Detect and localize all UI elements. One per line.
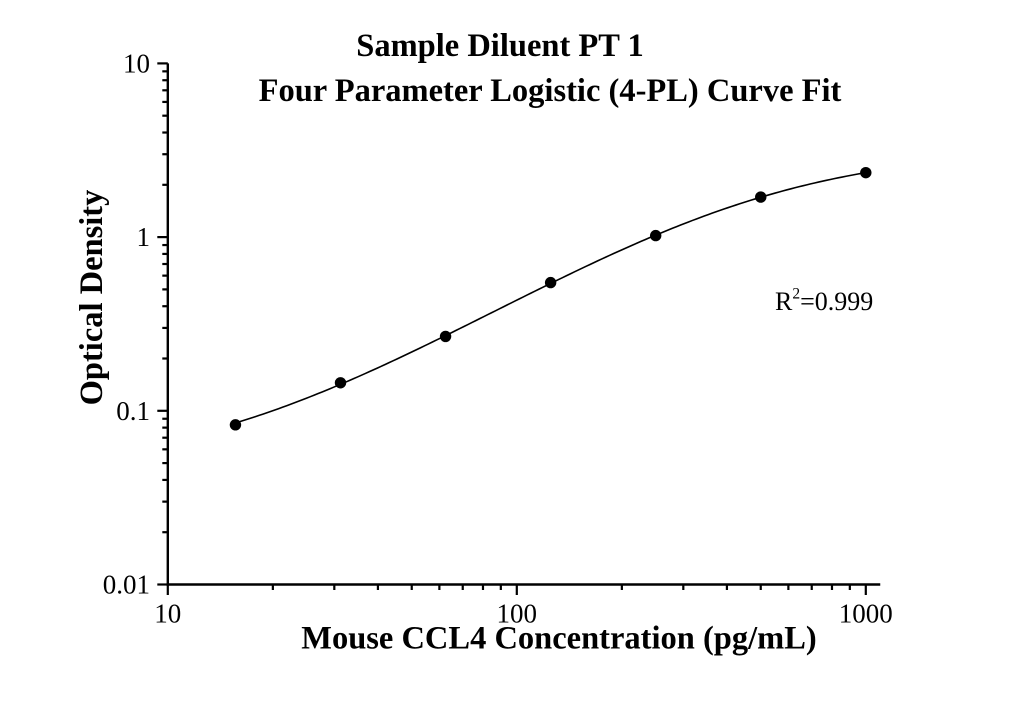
r-squared-superscript: 2: [792, 286, 800, 303]
x-axis-label: Mouse CCL4 Concentration (pg/mL): [301, 621, 816, 657]
x-tick-label: 1000: [839, 599, 893, 629]
x-tick-label: 100: [497, 599, 538, 629]
data-point: [439, 330, 452, 343]
plot-layer: 10 100 1000 0.01 0.1 1 10: [103, 48, 893, 628]
r-squared-value: =0.999: [800, 287, 873, 316]
y-tick-label: 0.01: [103, 570, 150, 600]
fit-curve: [235, 171, 866, 424]
y-tick-label: 0.1: [116, 396, 150, 426]
data-point: [229, 419, 242, 431]
y-tick-label: 10: [123, 48, 150, 78]
data-point: [755, 191, 767, 203]
data-point: [334, 377, 347, 389]
y-tick-label: 1: [137, 222, 151, 252]
r-squared-prefix: R: [775, 287, 793, 316]
chart-subtitle: Four Parameter Logistic (4-PL) Curve Fit: [259, 73, 842, 109]
chart-title: Sample Diluent PT 1: [356, 28, 643, 64]
y-axis-label: Optical Density: [74, 190, 110, 406]
data-point: [860, 166, 872, 179]
data-point: [649, 229, 662, 242]
r-squared-annotation: R2=0.999: [775, 286, 873, 317]
x-tick-label: 10: [154, 599, 181, 629]
data-point: [544, 276, 557, 289]
